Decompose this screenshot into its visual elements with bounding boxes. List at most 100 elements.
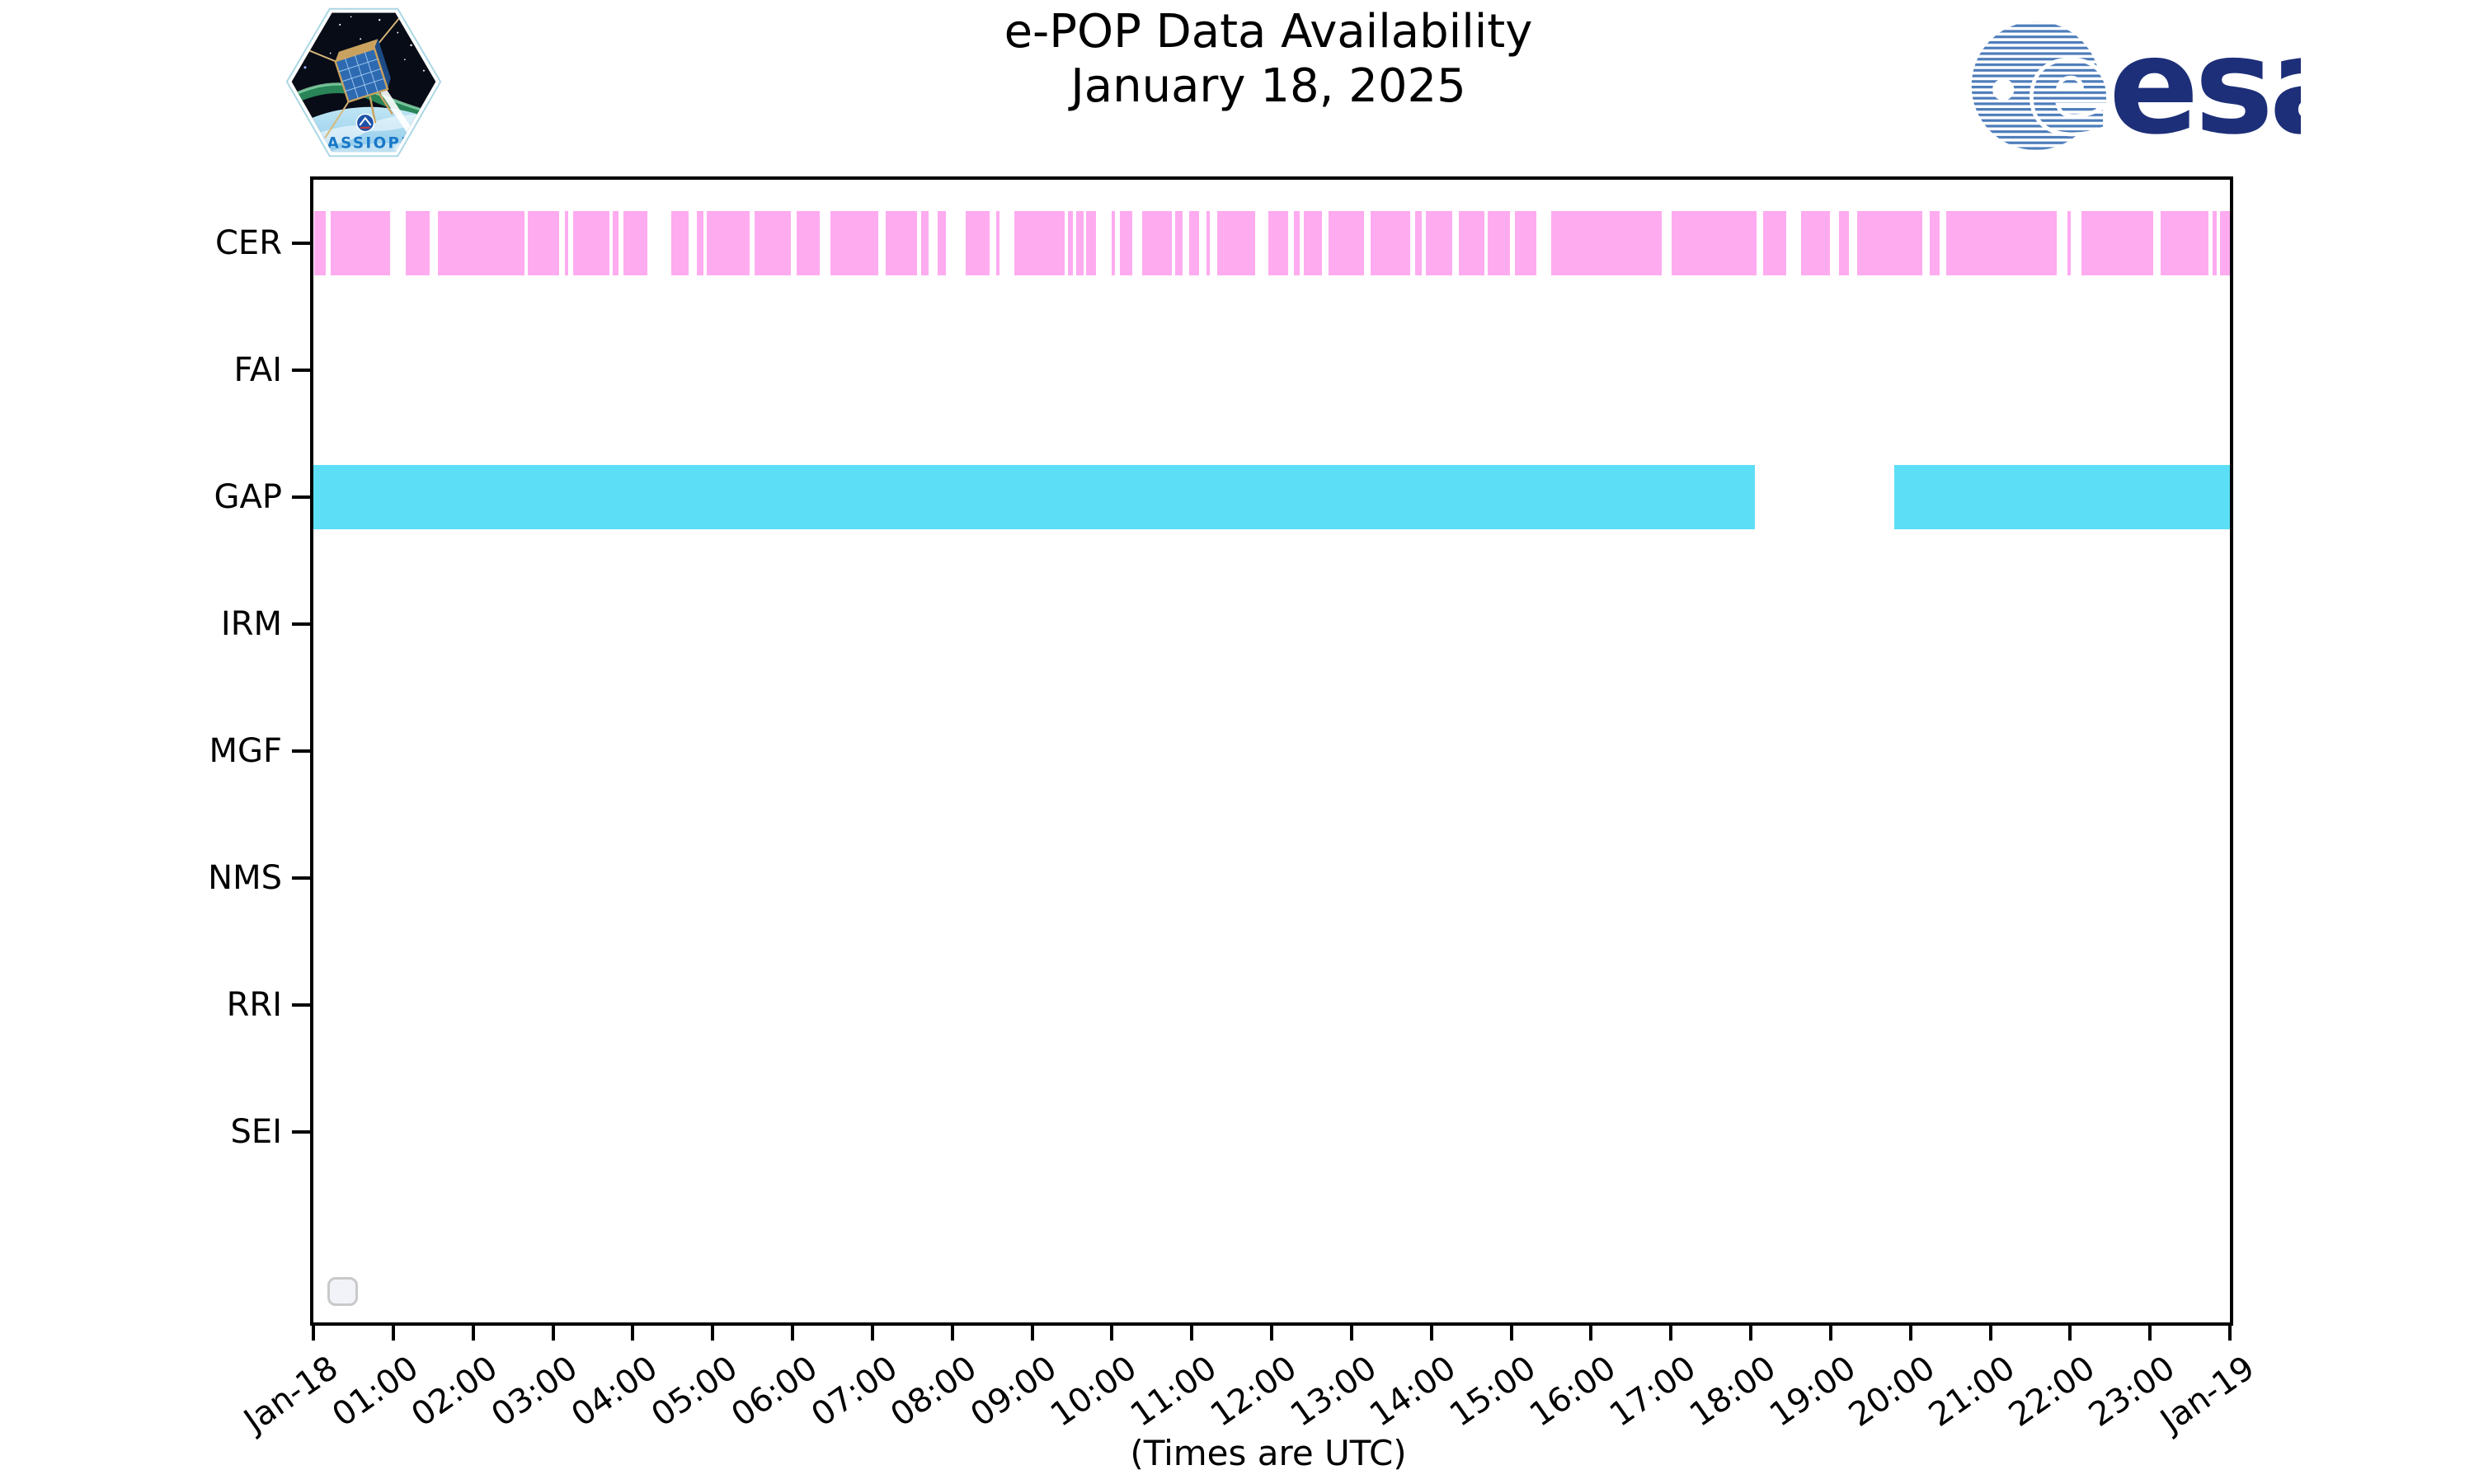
y-label-cer: CER bbox=[215, 224, 282, 262]
availability-bar-cer bbox=[1838, 211, 1850, 275]
availability-bar-cer bbox=[2220, 211, 2230, 275]
availability-bar-cer bbox=[1488, 211, 1510, 275]
x-label-05-00: 05:00 bbox=[644, 1349, 745, 1435]
availability-bar-cer bbox=[1075, 211, 1084, 275]
x-tick-17 bbox=[1669, 1322, 1673, 1341]
y-label-rri: RRI bbox=[226, 986, 282, 1024]
esa-globe-e: e bbox=[2028, 16, 2112, 157]
availability-bar-cer bbox=[1303, 211, 1322, 275]
x-tick-6 bbox=[791, 1322, 794, 1341]
x-label-01-00: 01:00 bbox=[325, 1349, 426, 1435]
availability-bar-cer bbox=[565, 211, 568, 275]
x-tick-3 bbox=[551, 1322, 555, 1341]
availability-bar-cer bbox=[2212, 211, 2217, 275]
availability-bar-cer bbox=[1425, 211, 1452, 275]
availability-bar-cer bbox=[1762, 211, 1786, 275]
availability-bar-cer bbox=[438, 211, 524, 275]
y-label-fai: FAI bbox=[233, 351, 283, 389]
availability-bar-cer bbox=[755, 211, 792, 275]
x-tick-4 bbox=[631, 1322, 635, 1341]
x-tick-18 bbox=[1749, 1322, 1752, 1341]
x-tick-1 bbox=[391, 1322, 395, 1341]
x-tick-0 bbox=[312, 1322, 315, 1341]
availability-bar-cer bbox=[528, 211, 560, 275]
chart-subtitle-date: January 18, 2025 bbox=[1070, 59, 1466, 114]
y-tick-cer bbox=[292, 242, 310, 245]
y-label-mgf: MGF bbox=[209, 732, 282, 770]
x-label-jan-18: Jan-18 bbox=[237, 1349, 346, 1440]
y-tick-rri bbox=[292, 1003, 310, 1007]
availability-bar-cer bbox=[1174, 211, 1183, 275]
availability-bar-cer bbox=[1086, 211, 1096, 275]
esa-wordmark: esa bbox=[2109, 15, 2301, 157]
availability-bar-cer bbox=[1120, 211, 1132, 275]
x-label-15-00: 15:00 bbox=[1443, 1349, 1543, 1435]
x-axis-units-caption: (Times are UTC) bbox=[1130, 1433, 1407, 1473]
esa-logo: e esa bbox=[1971, 15, 2301, 157]
satellite-beam bbox=[376, 83, 415, 136]
x-label-22-00: 22:00 bbox=[2001, 1349, 2102, 1435]
availability-bar-cer bbox=[1415, 211, 1423, 275]
satellite bbox=[291, 12, 409, 139]
availability-bar-cer bbox=[707, 211, 750, 275]
csa-roundel bbox=[355, 113, 375, 133]
x-label-11-00: 11:00 bbox=[1123, 1349, 1224, 1435]
availability-bar-cer bbox=[2081, 211, 2154, 275]
x-label-12-00: 12:00 bbox=[1203, 1349, 1304, 1435]
x-tick-5 bbox=[711, 1322, 715, 1341]
x-label-19-00: 19:00 bbox=[1762, 1349, 1863, 1435]
availability-bar-cer bbox=[313, 211, 326, 275]
availability-bar-cer bbox=[1268, 211, 1289, 275]
x-label-06-00: 06:00 bbox=[724, 1349, 825, 1435]
x-tick-13 bbox=[1349, 1322, 1353, 1341]
x-tick-15 bbox=[1509, 1322, 1513, 1341]
y-tick-irm bbox=[292, 622, 310, 626]
availability-bar-cer bbox=[1206, 211, 1211, 275]
availability-bar-cer bbox=[1515, 211, 1536, 275]
availability-bar-cer bbox=[1189, 211, 1199, 275]
x-tick-23 bbox=[2148, 1322, 2152, 1341]
availability-bar-cer bbox=[623, 211, 647, 275]
x-label-21-00: 21:00 bbox=[1922, 1349, 2022, 1435]
availability-bar-cer bbox=[696, 211, 703, 275]
availability-bar-cer bbox=[1801, 211, 1830, 275]
x-tick-21 bbox=[1988, 1322, 1992, 1341]
x-label-04-00: 04:00 bbox=[564, 1349, 665, 1435]
availability-bar-cer bbox=[2067, 211, 2072, 275]
cassiope-logo: CASSIOPE bbox=[285, 7, 442, 157]
y-label-sei: SEI bbox=[230, 1113, 282, 1151]
y-label-gap: GAP bbox=[214, 478, 282, 516]
x-label-20-00: 20:00 bbox=[1842, 1349, 1943, 1435]
availability-bar-cer bbox=[796, 211, 820, 275]
availability-bar-cer bbox=[1112, 211, 1116, 275]
x-label-03-00: 03:00 bbox=[485, 1349, 585, 1435]
availability-bar-cer bbox=[1371, 211, 1410, 275]
cassiope-wordmark: CASSIOPE bbox=[314, 135, 413, 153]
availability-bar-cer bbox=[406, 211, 430, 275]
empty-legend-box bbox=[327, 1277, 358, 1306]
availability-bar-cer bbox=[1142, 211, 1172, 275]
availability-bar-cer bbox=[1294, 211, 1300, 275]
chart-title-block: e-POP Data Availability January 18, 2025 bbox=[310, 5, 2227, 114]
x-tick-12 bbox=[1270, 1322, 1273, 1341]
x-tick-14 bbox=[1429, 1322, 1433, 1341]
availability-bar-cer bbox=[2160, 211, 2208, 275]
y-tick-gap bbox=[292, 495, 310, 499]
x-label-02-00: 02:00 bbox=[405, 1349, 506, 1435]
availability-bar-cer bbox=[966, 211, 990, 275]
availability-bar-gap bbox=[313, 465, 1755, 529]
availability-bar-cer bbox=[938, 211, 946, 275]
availability-bar-gap bbox=[1894, 465, 2230, 529]
x-tick-2 bbox=[471, 1322, 475, 1341]
availability-bar-cer bbox=[1946, 211, 2057, 275]
availability-bar-cer bbox=[670, 211, 689, 275]
y-tick-nms bbox=[292, 876, 310, 880]
y-label-irm: IRM bbox=[220, 605, 282, 643]
esa-globe: e bbox=[1971, 15, 2116, 157]
availability-bar-cer bbox=[886, 211, 918, 275]
availability-bar-cer bbox=[1328, 211, 1365, 275]
x-label-10-00: 10:00 bbox=[1043, 1349, 1144, 1435]
x-tick-16 bbox=[1589, 1322, 1593, 1341]
y-label-nms: NMS bbox=[208, 859, 282, 897]
availability-bar-cer bbox=[920, 211, 929, 275]
